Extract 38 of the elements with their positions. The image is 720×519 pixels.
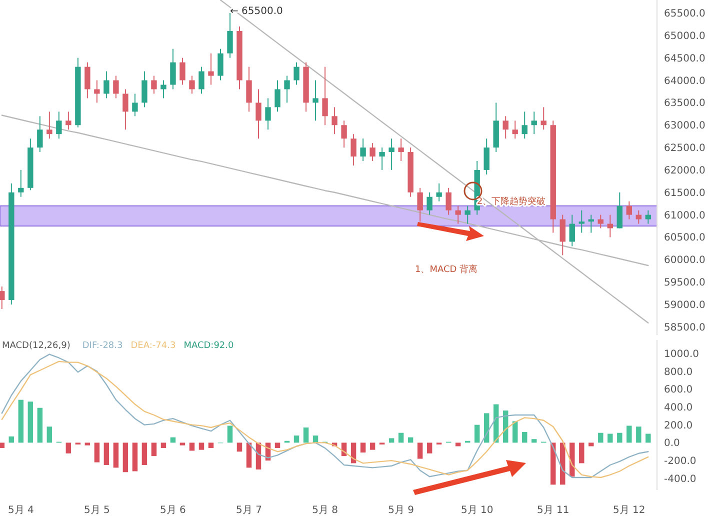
x-tick-label: 5月 11 [536, 505, 570, 516]
text: DEA:-74.3 [130, 341, 176, 351]
y-tick-label: 64000.0 [664, 76, 706, 87]
annotation: 1、MACD 背离 [415, 264, 478, 275]
y-tick-label: 64500.0 [664, 53, 706, 64]
y-tick-label: 62000.0 [664, 165, 706, 176]
text: MACD:92.0 [184, 341, 234, 351]
y-tick-label: 59000.0 [664, 300, 706, 312]
annotation: ← 65500.0 [230, 6, 283, 17]
y-tick-label: 600.0 [664, 384, 693, 396]
x-tick-label: 5月 12 [613, 505, 646, 516]
x-tick-label: 5月 6 [160, 505, 186, 516]
y-tick-label: 65000.0 [664, 30, 706, 42]
x-tick-label: 5月 10 [460, 505, 494, 516]
y-tick-label: 1000.0 [664, 348, 699, 360]
series-label: DIF:-28.3 [82, 341, 123, 351]
y-tick-label: 60000.0 [664, 255, 706, 266]
y-tick-label: 200.0 [664, 420, 693, 432]
y-tick-label: 65500.0 [664, 8, 706, 20]
chart-title: MACD(12,26,9) [2, 341, 70, 351]
y-tick-label: 800.0 [664, 366, 693, 378]
y-tick-label: 0.0 [664, 438, 680, 450]
y-tick-label: 61000.0 [664, 210, 706, 222]
x-tick-label: 5月 9 [388, 505, 414, 516]
y-tick-label: -200.0 [664, 456, 696, 468]
x-tick-label: 5月 4 [8, 505, 34, 516]
y-tick-label: 63000.0 [664, 120, 706, 132]
x-tick-label: 5月 5 [84, 505, 110, 516]
y-tick-label: 62500.0 [664, 143, 706, 154]
x-tick-label: 5月 7 [236, 505, 262, 516]
y-tick-label: 58500.0 [664, 322, 706, 334]
y-tick-label: 400.0 [664, 402, 693, 414]
y-tick-label: 59500.0 [664, 278, 706, 289]
x-tick-label: 5月 8 [312, 505, 338, 516]
y-tick-label: 61500.0 [664, 188, 706, 199]
y-tick-label: 60500.0 [664, 232, 706, 244]
y-tick-label: -400.0 [664, 474, 696, 485]
y-tick-label: 63500.0 [664, 98, 706, 110]
